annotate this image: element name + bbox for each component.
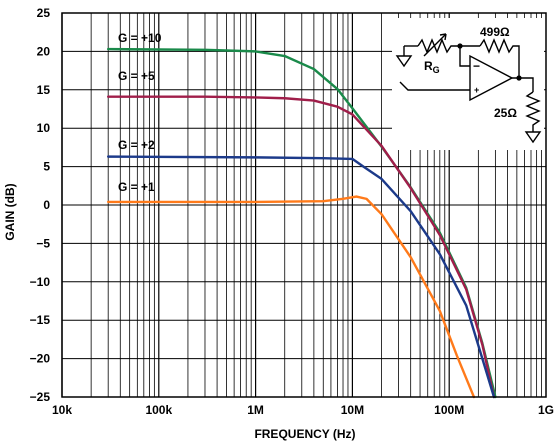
y-tick-label: −20 [30, 352, 51, 366]
feedback-resistor-label: 499Ω [480, 25, 510, 39]
load-resistor-label: 25Ω [494, 106, 517, 120]
gain-resistor-subscript: G [433, 65, 440, 75]
y-axis-title: GAIN (dB) [3, 183, 17, 240]
junction-dot [457, 43, 463, 49]
y-tick-label: 15 [37, 83, 51, 97]
plot-frame [61, 12, 547, 398]
x-tick-label: 1M [247, 403, 264, 417]
y-tick-label: 20 [37, 44, 51, 58]
series-line-2 [106, 155, 496, 399]
y-tick-label: 5 [43, 160, 50, 174]
series-line-3 [106, 195, 476, 399]
series-label-g2: G = +2 [118, 138, 155, 152]
y-tick-label: −10 [30, 275, 51, 289]
x-tick-label: 10k [52, 403, 72, 417]
junction-dot [516, 75, 522, 81]
x-tick-label: 1G [538, 403, 554, 417]
amplifier-schematic: 499Ω RG 25Ω − + [392, 18, 544, 150]
gain-resistor-symbol [417, 38, 460, 54]
feedback-resistor-symbol [479, 38, 520, 78]
series-label-g5: G = +5 [118, 69, 155, 83]
series-label-g10: G = +10 [118, 31, 162, 45]
x-tick-label: 10M [341, 403, 364, 417]
y-tick-label: 0 [43, 198, 50, 212]
series-line-1 [106, 95, 496, 399]
schematic-background [392, 18, 544, 150]
y-tick-label: −15 [30, 313, 51, 327]
y-tick-label: −25 [30, 390, 51, 404]
series-lines [106, 47, 497, 399]
gain-resistor-letter: R [424, 59, 433, 73]
op-amp-symbol [469, 54, 514, 102]
noninverting-input-sign: + [474, 85, 479, 95]
y-tick-label: 10 [37, 121, 51, 135]
x-axis-title: FREQUENCY (Hz) [254, 427, 355, 441]
x-tick-label: 100M [434, 403, 464, 417]
y-tick-label: −5 [36, 236, 50, 250]
series-label-g1: G = +1 [118, 180, 155, 194]
tick-labels: 10k 100k 1M 10M 100M 1G 25 20 15 10 5 0 −5 −10 −15 −20 −… [30, 6, 554, 417]
y-tick-label: 25 [37, 6, 51, 20]
inverting-input-sign: − [473, 59, 480, 73]
gain-resistor-label: RG [424, 59, 440, 75]
x-tick-label: 100k [145, 403, 172, 417]
load-resistor-symbol [525, 91, 541, 132]
